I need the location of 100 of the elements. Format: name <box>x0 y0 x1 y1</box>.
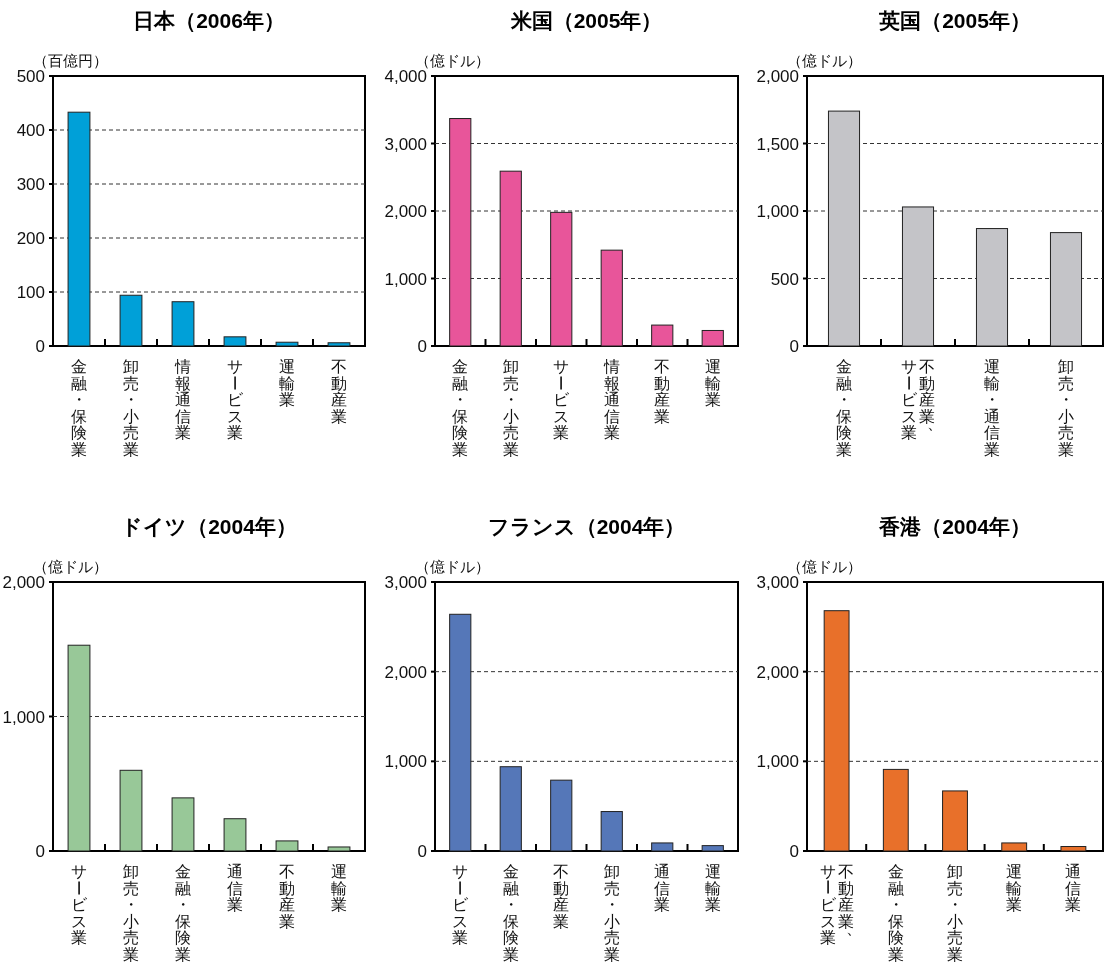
bar <box>499 170 522 347</box>
chart-title: フランス（2004年） <box>487 515 686 538</box>
x-tick-label: 金融・保険業 <box>71 358 87 458</box>
bar <box>327 342 351 347</box>
x-tick-label: 卸売・小売業 <box>603 863 620 962</box>
x-tick-label: 卸売・小売業 <box>947 863 963 962</box>
x-tick-label: 運輸業 <box>1006 863 1023 913</box>
x-tick-label: 金融・保険業 <box>452 358 469 458</box>
y-tick-label: 2,000 <box>2 573 45 592</box>
bar <box>1049 232 1083 347</box>
bar <box>550 779 573 852</box>
bar <box>449 118 472 347</box>
bar <box>600 811 623 852</box>
y-axis-title: （億ドル） <box>33 558 108 575</box>
x-tick-label: 不動産業 <box>553 863 570 930</box>
chart-title: 英国（2005年） <box>878 9 1031 32</box>
bar <box>223 818 247 852</box>
x-tick-label: 通信業 <box>654 863 671 913</box>
y-tick-label: 1,000 <box>384 752 427 772</box>
y-tick-label: 100 <box>16 283 45 302</box>
bar <box>67 111 91 347</box>
y-tick-label: 4,000 <box>384 67 427 86</box>
bar <box>223 336 247 347</box>
bar <box>701 329 724 347</box>
bar <box>901 206 935 347</box>
y-tick-label: 400 <box>16 121 45 140</box>
y-tick-label: 1,000 <box>756 752 799 772</box>
bar <box>975 228 1009 347</box>
chart-title: 日本（2006年） <box>133 9 285 32</box>
bar <box>600 249 623 347</box>
y-tick-label: 1,500 <box>756 134 799 154</box>
bar <box>1001 842 1028 852</box>
x-tick-label: 運輸業 <box>331 863 347 913</box>
x-tick-label: 運輸業 <box>704 863 721 913</box>
y-tick-label: 2,000 <box>384 202 427 221</box>
bar <box>882 768 909 852</box>
x-tick-label: 情報通信業 <box>174 358 191 441</box>
x-tick-label: サービス業 <box>451 863 470 946</box>
x-tick-label: 不動産業 <box>331 358 347 425</box>
y-tick-label: 300 <box>16 175 45 194</box>
y-axis-title: （億ドル） <box>415 52 490 69</box>
y-tick-label: 2,000 <box>756 662 799 682</box>
x-tick-label: 金融・保険業 <box>175 863 191 962</box>
y-tick-label: 0 <box>789 337 799 356</box>
chart-title: 米国（2005年） <box>509 9 663 32</box>
x-tick-label: サービス業 <box>70 863 88 946</box>
chart-title: 香港（2004年） <box>878 515 1031 538</box>
bar <box>67 644 91 852</box>
x-tick-label: 金融・保険業 <box>887 863 904 962</box>
bar <box>275 341 299 347</box>
x-tick-label: 不動産業 <box>654 358 671 425</box>
bar <box>651 842 674 852</box>
bar <box>550 211 573 347</box>
bar <box>1060 846 1087 852</box>
y-tick-label: 0 <box>417 337 427 356</box>
x-tick-label: 通信業 <box>1065 863 1082 913</box>
bar <box>499 766 522 852</box>
y-tick-label: 0 <box>35 337 45 356</box>
y-axis-title: （百億円） <box>33 52 108 69</box>
x-tick-label: 卸売・小売業 <box>1058 358 1074 458</box>
y-tick-label: 1,000 <box>384 269 427 289</box>
x-tick-label: 情報通信業 <box>602 358 620 441</box>
x-tick-label: 運輸業 <box>704 358 721 408</box>
x-tick-label: 卸売・小売業 <box>502 358 519 458</box>
x-tick-label: サービス業 <box>226 358 244 441</box>
x-tick-label: 運輸・通信業 <box>984 358 1000 458</box>
x-tick-label: 金融・保険業 <box>836 358 852 458</box>
bar <box>651 324 674 347</box>
y-axis-title: （億ドル） <box>415 558 490 575</box>
x-tick-label: 卸売・小売業 <box>123 863 139 962</box>
y-tick-label: 2,000 <box>756 67 799 86</box>
bar <box>701 845 724 852</box>
y-tick-label: 200 <box>16 229 45 248</box>
bar <box>823 610 850 852</box>
y-tick-label: 0 <box>789 842 799 861</box>
x-tick-label: サービス業 <box>552 358 571 441</box>
bar <box>449 613 472 852</box>
bar <box>327 846 351 852</box>
y-tick-label: 500 <box>770 269 799 289</box>
y-axis-title: （億ドル） <box>787 558 862 575</box>
chart-title: ドイツ（2004年） <box>121 515 297 538</box>
y-tick-label: 3,000 <box>384 573 427 592</box>
y-tick-label: 3,000 <box>384 134 427 154</box>
bar <box>275 840 299 852</box>
x-tick-label: 金融・保険業 <box>502 863 519 962</box>
bar <box>171 301 195 347</box>
y-tick-label: 1,000 <box>756 202 799 221</box>
bar <box>942 790 968 852</box>
y-tick-label: 0 <box>417 842 427 861</box>
x-tick-label: 通信業 <box>227 863 243 913</box>
x-tick-label: 卸売・小売業 <box>123 358 139 458</box>
x-tick-label: 不動産業 <box>279 863 295 930</box>
y-tick-label: 3,000 <box>756 573 799 592</box>
bar <box>119 294 143 347</box>
x-tick-label: 運輸業 <box>279 358 295 408</box>
y-tick-label: 0 <box>35 842 45 861</box>
y-tick-label: 2,000 <box>384 662 427 682</box>
y-tick-label: 1,000 <box>2 707 45 727</box>
bar <box>827 110 861 347</box>
y-axis-title: （億ドル） <box>787 52 862 69</box>
